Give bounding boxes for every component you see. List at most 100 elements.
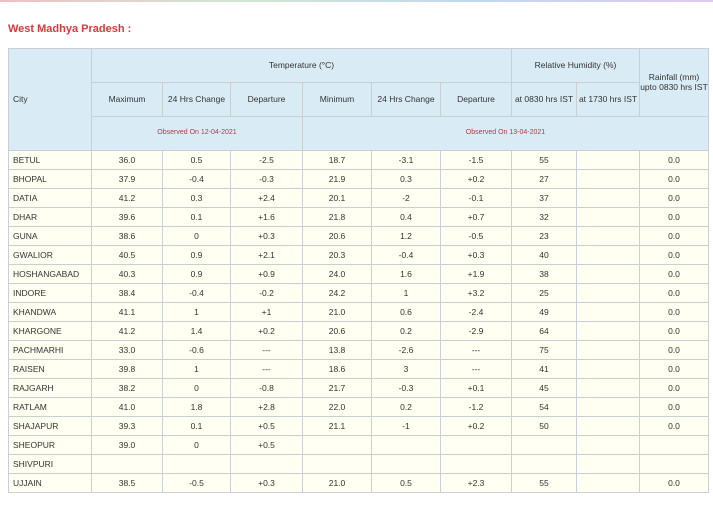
table-cell: +0.5 xyxy=(230,416,303,436)
table-cell: +0.9 xyxy=(230,264,303,284)
table-cell: 0.2 xyxy=(371,321,441,341)
table-cell: 0.3 xyxy=(162,188,231,208)
table-row: DHAR 39.6 0.1 +1.6 21.8 0.4 +0.7 32 0.0 xyxy=(8,207,709,227)
table-cell: 49 xyxy=(511,302,577,322)
table-cell: 0.0 xyxy=(639,302,709,322)
table-cell: 39.3 xyxy=(91,416,163,436)
table-cell: -0.1 xyxy=(440,188,512,208)
table-cell: +0.3 xyxy=(230,473,303,493)
table-cell: -2.5 xyxy=(230,150,303,170)
city-name: BHOPAL xyxy=(8,169,92,189)
table-cell: -0.3 xyxy=(371,378,441,398)
table-cell: -0.5 xyxy=(162,473,231,493)
table-cell: 3 xyxy=(371,359,441,379)
table-cell: 22.0 xyxy=(302,397,372,417)
table-cell: 20.1 xyxy=(302,188,372,208)
table-row: UJJAIN 38.5 -0.5 +0.3 21.0 0.5 +2.3 55 0.0 xyxy=(8,473,709,493)
table-cell: -0.2 xyxy=(230,283,303,303)
table-cell: 0.0 xyxy=(639,321,709,341)
city-name: SHEOPUR xyxy=(8,435,92,455)
table-cell: -2.9 xyxy=(440,321,512,341)
table-cell: 41.2 xyxy=(91,321,163,341)
weather-table: City Temperature (°C) Relative Humidity … xyxy=(8,48,709,493)
subheader: Maximum xyxy=(91,82,163,117)
table-cell xyxy=(576,283,640,303)
table-cell xyxy=(302,454,372,474)
table-cell: 55 xyxy=(511,150,577,170)
table-cell: 0.9 xyxy=(162,264,231,284)
table-cell: -2 xyxy=(371,188,441,208)
table-row: SHAJAPUR 39.3 0.1 +0.5 21.1 -1 +0.2 50 0.0 xyxy=(8,416,709,436)
table-cell: -1 xyxy=(371,416,441,436)
table-cell: 0.0 xyxy=(639,473,709,493)
subheader: 24 Hrs Change xyxy=(371,82,441,117)
table-cell: 25 xyxy=(511,283,577,303)
table-cell: 38.6 xyxy=(91,226,163,246)
table-cell: 41 xyxy=(511,359,577,379)
table-cell: +0.7 xyxy=(440,207,512,227)
table-cell: -1.2 xyxy=(440,397,512,417)
city-name: BETUL xyxy=(8,150,92,170)
city-name: RAJGARH xyxy=(8,378,92,398)
header-city: City xyxy=(8,48,92,151)
observed-date-min: Observed On 13-04-2021 xyxy=(302,116,709,151)
table-cell: -3.1 xyxy=(371,150,441,170)
section-title: West Madhya Pradesh : xyxy=(8,23,132,35)
city-name: RAISEN xyxy=(8,359,92,379)
city-name: SHIVPURI xyxy=(8,454,92,474)
table-cell: 0.0 xyxy=(639,264,709,284)
table-cell: 1.4 xyxy=(162,321,231,341)
table-cell: -0.4 xyxy=(162,169,231,189)
table-cell: 0.2 xyxy=(371,397,441,417)
table-cell: 0.0 xyxy=(639,150,709,170)
table-cell: 0.5 xyxy=(371,473,441,493)
table-cell: +0.3 xyxy=(230,226,303,246)
subheader: Departure xyxy=(440,82,512,117)
table-cell: --- xyxy=(230,340,303,360)
table-cell xyxy=(639,435,709,455)
table-cell: 39.0 xyxy=(91,435,163,455)
observed-date-max: Observed On 12-04-2021 xyxy=(91,116,303,151)
table-cell: 0.0 xyxy=(639,416,709,436)
table-row: GUNA 38.6 0 +0.3 20.6 1.2 -0.5 23 0.0 xyxy=(8,226,709,246)
table-cell xyxy=(576,473,640,493)
table-cell: 0 xyxy=(162,378,231,398)
table-cell: 18.7 xyxy=(302,150,372,170)
table-cell: --- xyxy=(440,340,512,360)
table-cell xyxy=(576,321,640,341)
table-cell: +0.2 xyxy=(440,416,512,436)
table-cell xyxy=(91,454,163,474)
table-cell: 0.0 xyxy=(639,340,709,360)
table-cell: 20.6 xyxy=(302,226,372,246)
table-cell xyxy=(371,454,441,474)
table-cell: 36.0 xyxy=(91,150,163,170)
table-cell: +0.2 xyxy=(440,169,512,189)
table-cell xyxy=(576,359,640,379)
city-name: GUNA xyxy=(8,226,92,246)
table-cell: 40.5 xyxy=(91,245,163,265)
table-cell: 41.1 xyxy=(91,302,163,322)
table-cell: 1.2 xyxy=(371,226,441,246)
table-cell: 38 xyxy=(511,264,577,284)
table-cell: -2.6 xyxy=(371,340,441,360)
table-cell: 33.0 xyxy=(91,340,163,360)
table-cell: 21.9 xyxy=(302,169,372,189)
table-row: GWALIOR 40.5 0.9 +2.1 20.3 -0.4 +0.3 40 0.0 xyxy=(8,245,709,265)
table-cell: -0.4 xyxy=(371,245,441,265)
table-cell: 45 xyxy=(511,378,577,398)
table-cell: 41.0 xyxy=(91,397,163,417)
table-cell: 37 xyxy=(511,188,577,208)
table-cell xyxy=(371,435,441,455)
table-cell: 0.3 xyxy=(371,169,441,189)
table-row: BETUL 36.0 0.5 -2.5 18.7 -3.1 -1.5 55 0.0 xyxy=(8,150,709,170)
table-cell: 0.4 xyxy=(371,207,441,227)
table-cell: 0.0 xyxy=(639,207,709,227)
table-cell: 20.6 xyxy=(302,321,372,341)
table-cell: 0.1 xyxy=(162,416,231,436)
header-rainfall: Rainfall (mm) upto 0830 hrs IST xyxy=(639,48,709,117)
table-cell: 24.2 xyxy=(302,283,372,303)
table-cell: 1.8 xyxy=(162,397,231,417)
city-name: INDORE xyxy=(8,283,92,303)
table-cell: 0.6 xyxy=(371,302,441,322)
table-cell: 0.5 xyxy=(162,150,231,170)
